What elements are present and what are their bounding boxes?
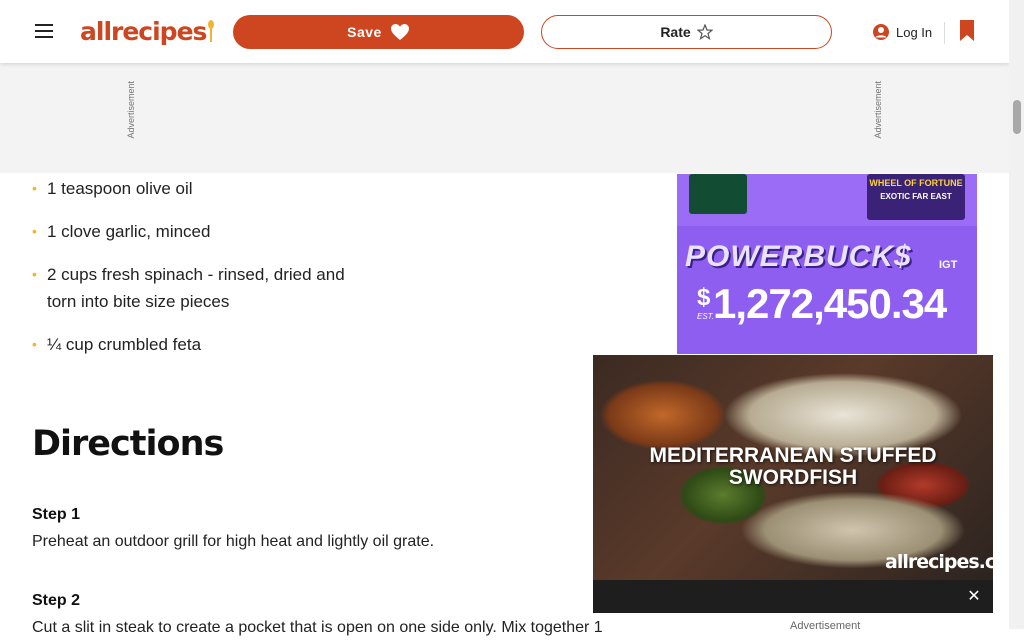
ad-label-right: Advertisement xyxy=(873,81,883,139)
game-tile-wheel: WHEEL OF FORTUNE EXOTIC FAR EAST xyxy=(867,174,965,220)
star-icon xyxy=(696,24,713,40)
video-thumbnail xyxy=(593,355,993,580)
save-button[interactable]: Save xyxy=(233,15,524,49)
rate-button[interactable]: Rate xyxy=(541,15,832,49)
hamburger-menu-icon[interactable] xyxy=(30,17,58,45)
step-text: Preheat an outdoor grill for high heat a… xyxy=(32,533,435,550)
header-divider xyxy=(944,22,945,44)
step-2: Step 2 Cut a slit in steak to create a p… xyxy=(32,587,632,641)
heart-icon xyxy=(390,24,409,40)
save-label: Save xyxy=(347,24,382,40)
tile-subtitle: EXOTIC FAR EAST xyxy=(880,192,952,201)
est-label: EST. xyxy=(697,312,715,321)
directions-heading: Directions xyxy=(32,424,224,464)
tile-title: WHEEL OF FORTUNE xyxy=(869,178,963,188)
step-label: Step 2 xyxy=(32,592,81,609)
video-watermark-logo: allrecipes.com xyxy=(885,551,993,573)
ingredient-item: ¼ cup crumbled feta xyxy=(32,331,377,358)
ad-label-left: Advertisement xyxy=(126,81,136,139)
bookmark-icon[interactable] xyxy=(957,18,977,44)
video-title: MEDITERRANEAN STUFFED SWORDFISH xyxy=(649,444,937,489)
ad-frame[interactable] xyxy=(141,72,869,162)
game-tile-image xyxy=(689,174,747,214)
igt-logo: IGT xyxy=(939,259,958,271)
scrollbar-thumb[interactable] xyxy=(1013,100,1021,134)
step-label: Step 1 xyxy=(32,506,81,523)
spoon-icon xyxy=(208,20,215,42)
login-label: Log In xyxy=(896,24,933,40)
step-text: Cut a slit in steak to create a pocket t… xyxy=(32,619,603,636)
ingredient-item: 1 clove garlic, minced xyxy=(32,218,377,245)
jackpot-amount: 1,272,450.34 xyxy=(713,280,947,327)
video-ad-label: Advertisement xyxy=(790,620,861,632)
video-player[interactable]: MEDITERRANEAN STUFFED SWORDFISH allrecip… xyxy=(593,355,993,613)
step-1: Step 1 Preheat an outdoor grill for high… xyxy=(32,501,632,555)
side-advertisement[interactable]: WHEEL OF FORTUNE EXOTIC FAR EAST POWERBU… xyxy=(677,174,977,354)
user-icon xyxy=(873,24,889,40)
rate-label: Rate xyxy=(660,24,691,40)
close-icon[interactable]: ✕ xyxy=(967,588,981,605)
ingredient-item: 2 cups fresh spinach - rinsed, dried and… xyxy=(32,261,377,315)
site-header: allrecipes Save Rate Log In xyxy=(0,0,1009,63)
page-scrollbar[interactable] xyxy=(1009,0,1024,629)
powerbucks-logo: POWERBUCK$ xyxy=(685,240,912,273)
logo-text: allrecipes xyxy=(80,16,207,46)
ad-banner: Advertisement Advertisement xyxy=(0,63,1009,173)
currency-symbol: $ xyxy=(697,284,711,311)
allrecipes-logo[interactable]: allrecipes xyxy=(80,14,215,48)
login-link[interactable]: Log In xyxy=(872,20,932,44)
ingredient-item: 1 teaspoon olive oil xyxy=(32,175,377,202)
ad-game-tiles: WHEEL OF FORTUNE EXOTIC FAR EAST xyxy=(677,174,977,226)
